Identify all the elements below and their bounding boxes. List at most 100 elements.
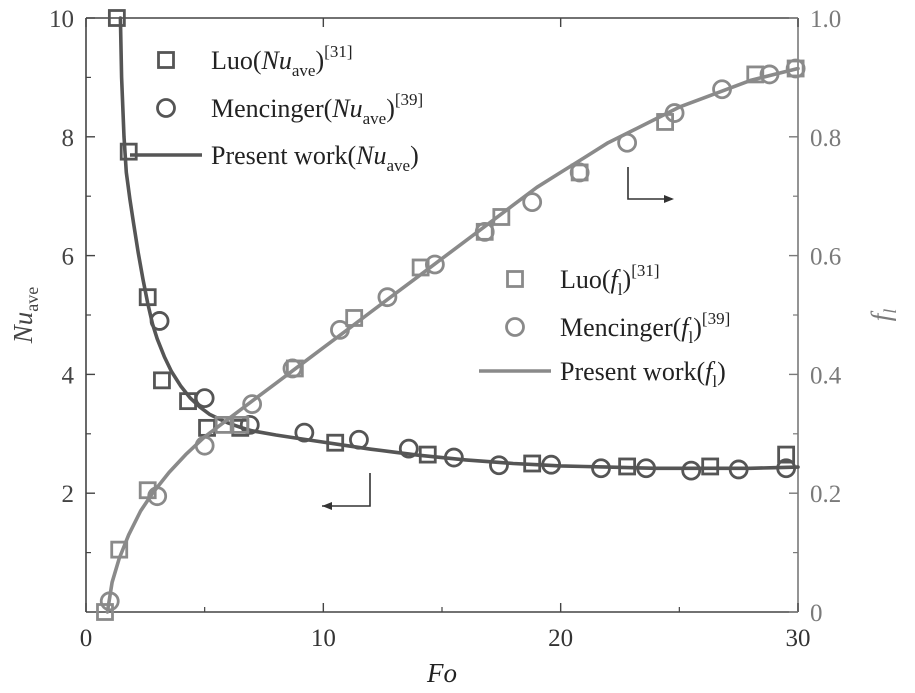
x-axis-title: Fo <box>426 658 457 688</box>
data-point-circle <box>194 388 215 409</box>
legend-label: Mencinger(Nuave)[39] <box>211 90 423 128</box>
y-right-tick-label: 0.6 <box>810 244 841 271</box>
x-tick-label: 20 <box>548 625 573 652</box>
legend-var: Nu <box>261 46 292 75</box>
legend-name: Present work( <box>560 357 705 386</box>
data-point-circle <box>785 58 806 79</box>
legend-var: f <box>611 265 622 294</box>
legend-close: ) <box>410 141 419 170</box>
data-point-square <box>153 371 171 390</box>
legend-sub: ave <box>363 109 387 128</box>
legend-close: ) <box>717 357 726 386</box>
legend-name: Luo( <box>211 46 262 75</box>
data-point-circle <box>522 192 543 213</box>
legend-sub: ave <box>292 61 316 80</box>
data-point-circle <box>194 435 215 456</box>
legend-fl-entry: Luo(fl)[31] <box>506 261 660 299</box>
data-point-circle <box>398 438 419 459</box>
data-point-square <box>746 65 765 84</box>
legend-close: ) <box>693 313 702 342</box>
data-point-circle <box>377 287 398 308</box>
series-2 <box>118 16 800 471</box>
arrowhead-right <box>664 195 674 203</box>
data-point-circle <box>282 358 303 379</box>
legend-sub: l <box>618 280 623 299</box>
x-tick-label: 0 <box>80 625 93 652</box>
annotations <box>322 167 674 510</box>
data-point-circle <box>239 414 260 435</box>
legend-var: Nu <box>355 141 386 170</box>
series-5 <box>105 66 800 614</box>
y-left-tick-label: 10 <box>49 6 74 33</box>
arrowhead-left <box>322 502 332 510</box>
legend-sub: ave <box>386 156 410 175</box>
y-right-tick-label: 1.0 <box>810 6 841 33</box>
data-point-circle <box>242 394 263 415</box>
legend-nu-entry: Mencinger(Nuave)[39] <box>156 90 423 128</box>
legend-label: Present work(Nuave) <box>211 141 419 175</box>
legend-var: Nu <box>331 94 362 123</box>
legend-var: f <box>681 313 692 342</box>
y-right-tick-label: 0.4 <box>810 362 842 389</box>
y-left-tick-label: 2 <box>62 481 75 508</box>
legend-sup: [39] <box>702 309 730 328</box>
legend-marker-circle <box>156 98 176 118</box>
legend-close: ) <box>386 94 395 123</box>
y-left-tick-label: 8 <box>62 125 75 152</box>
legend-name: Mencinger( <box>211 94 332 123</box>
data-point-square <box>492 208 511 226</box>
y-right-tick-label: 0.2 <box>810 481 841 508</box>
x-tick-label: 30 <box>786 625 811 652</box>
legend-sub: l <box>712 372 717 391</box>
y-right-axis-title-sub: l <box>880 309 900 314</box>
data-point-circle <box>489 455 509 476</box>
y-right-tick-label: 0.8 <box>810 125 841 152</box>
y-left-tick-label: 6 <box>62 244 75 271</box>
y-left-tick-label: 4 <box>62 362 75 389</box>
legend-nu-entry: Luo(Nuave)[31] <box>157 42 352 80</box>
legend-marker-square <box>506 270 524 288</box>
legend-sup: [39] <box>395 90 423 109</box>
arrow-to-left-axis <box>322 473 371 507</box>
legend-name: Luo( <box>560 265 611 294</box>
y-left-axis-title: Nuave <box>8 287 42 345</box>
arrow-to-right-axis <box>627 167 672 200</box>
data-point-square <box>119 142 138 161</box>
legend-sub: l <box>689 328 694 347</box>
series-line <box>118 16 800 471</box>
legend-label: Mencinger(fl)[39] <box>560 309 730 347</box>
legend-label: Luo(Nuave)[31] <box>211 42 352 80</box>
data-point-square <box>107 9 126 27</box>
series-layer <box>96 9 806 621</box>
legend-name: Mencinger( <box>560 313 681 342</box>
y-right-tick-label: 0 <box>810 600 823 627</box>
legend-nu-entry: Present work(Nuave) <box>130 141 419 175</box>
legends: Luo(Nuave)[31]Mencinger(Nuave)[39]Presen… <box>130 42 730 391</box>
legend-close: ) <box>623 265 632 294</box>
legend-label: Luo(fl)[31] <box>560 261 660 299</box>
legend-marker-circle <box>505 317 525 337</box>
data-point-square <box>214 415 233 434</box>
legend-name: Present work( <box>211 141 356 170</box>
legend-marker-square <box>157 51 175 69</box>
legend-fl-entry: Present work(fl) <box>479 357 726 391</box>
legend-label: Present work(fl) <box>560 357 726 391</box>
y-left-axis-title-var: Nu <box>8 312 38 345</box>
legend-close: ) <box>315 46 324 75</box>
series-line <box>105 66 800 614</box>
data-point-circle <box>569 162 590 183</box>
data-point-square <box>231 415 250 434</box>
data-point-circle <box>681 460 702 481</box>
y-left-axis-title-sub: ave <box>22 287 42 312</box>
data-point-square <box>96 603 114 621</box>
legend-var: f <box>705 357 716 386</box>
legend-sup: [31] <box>324 42 352 61</box>
x-tick-label: 10 <box>311 625 336 652</box>
y-right-axis-title: fl <box>866 309 900 322</box>
y-right-axis-title-var: f <box>866 310 896 321</box>
legend-sup: [31] <box>631 261 659 280</box>
data-point-circle <box>424 254 445 275</box>
data-point-square <box>777 445 796 464</box>
